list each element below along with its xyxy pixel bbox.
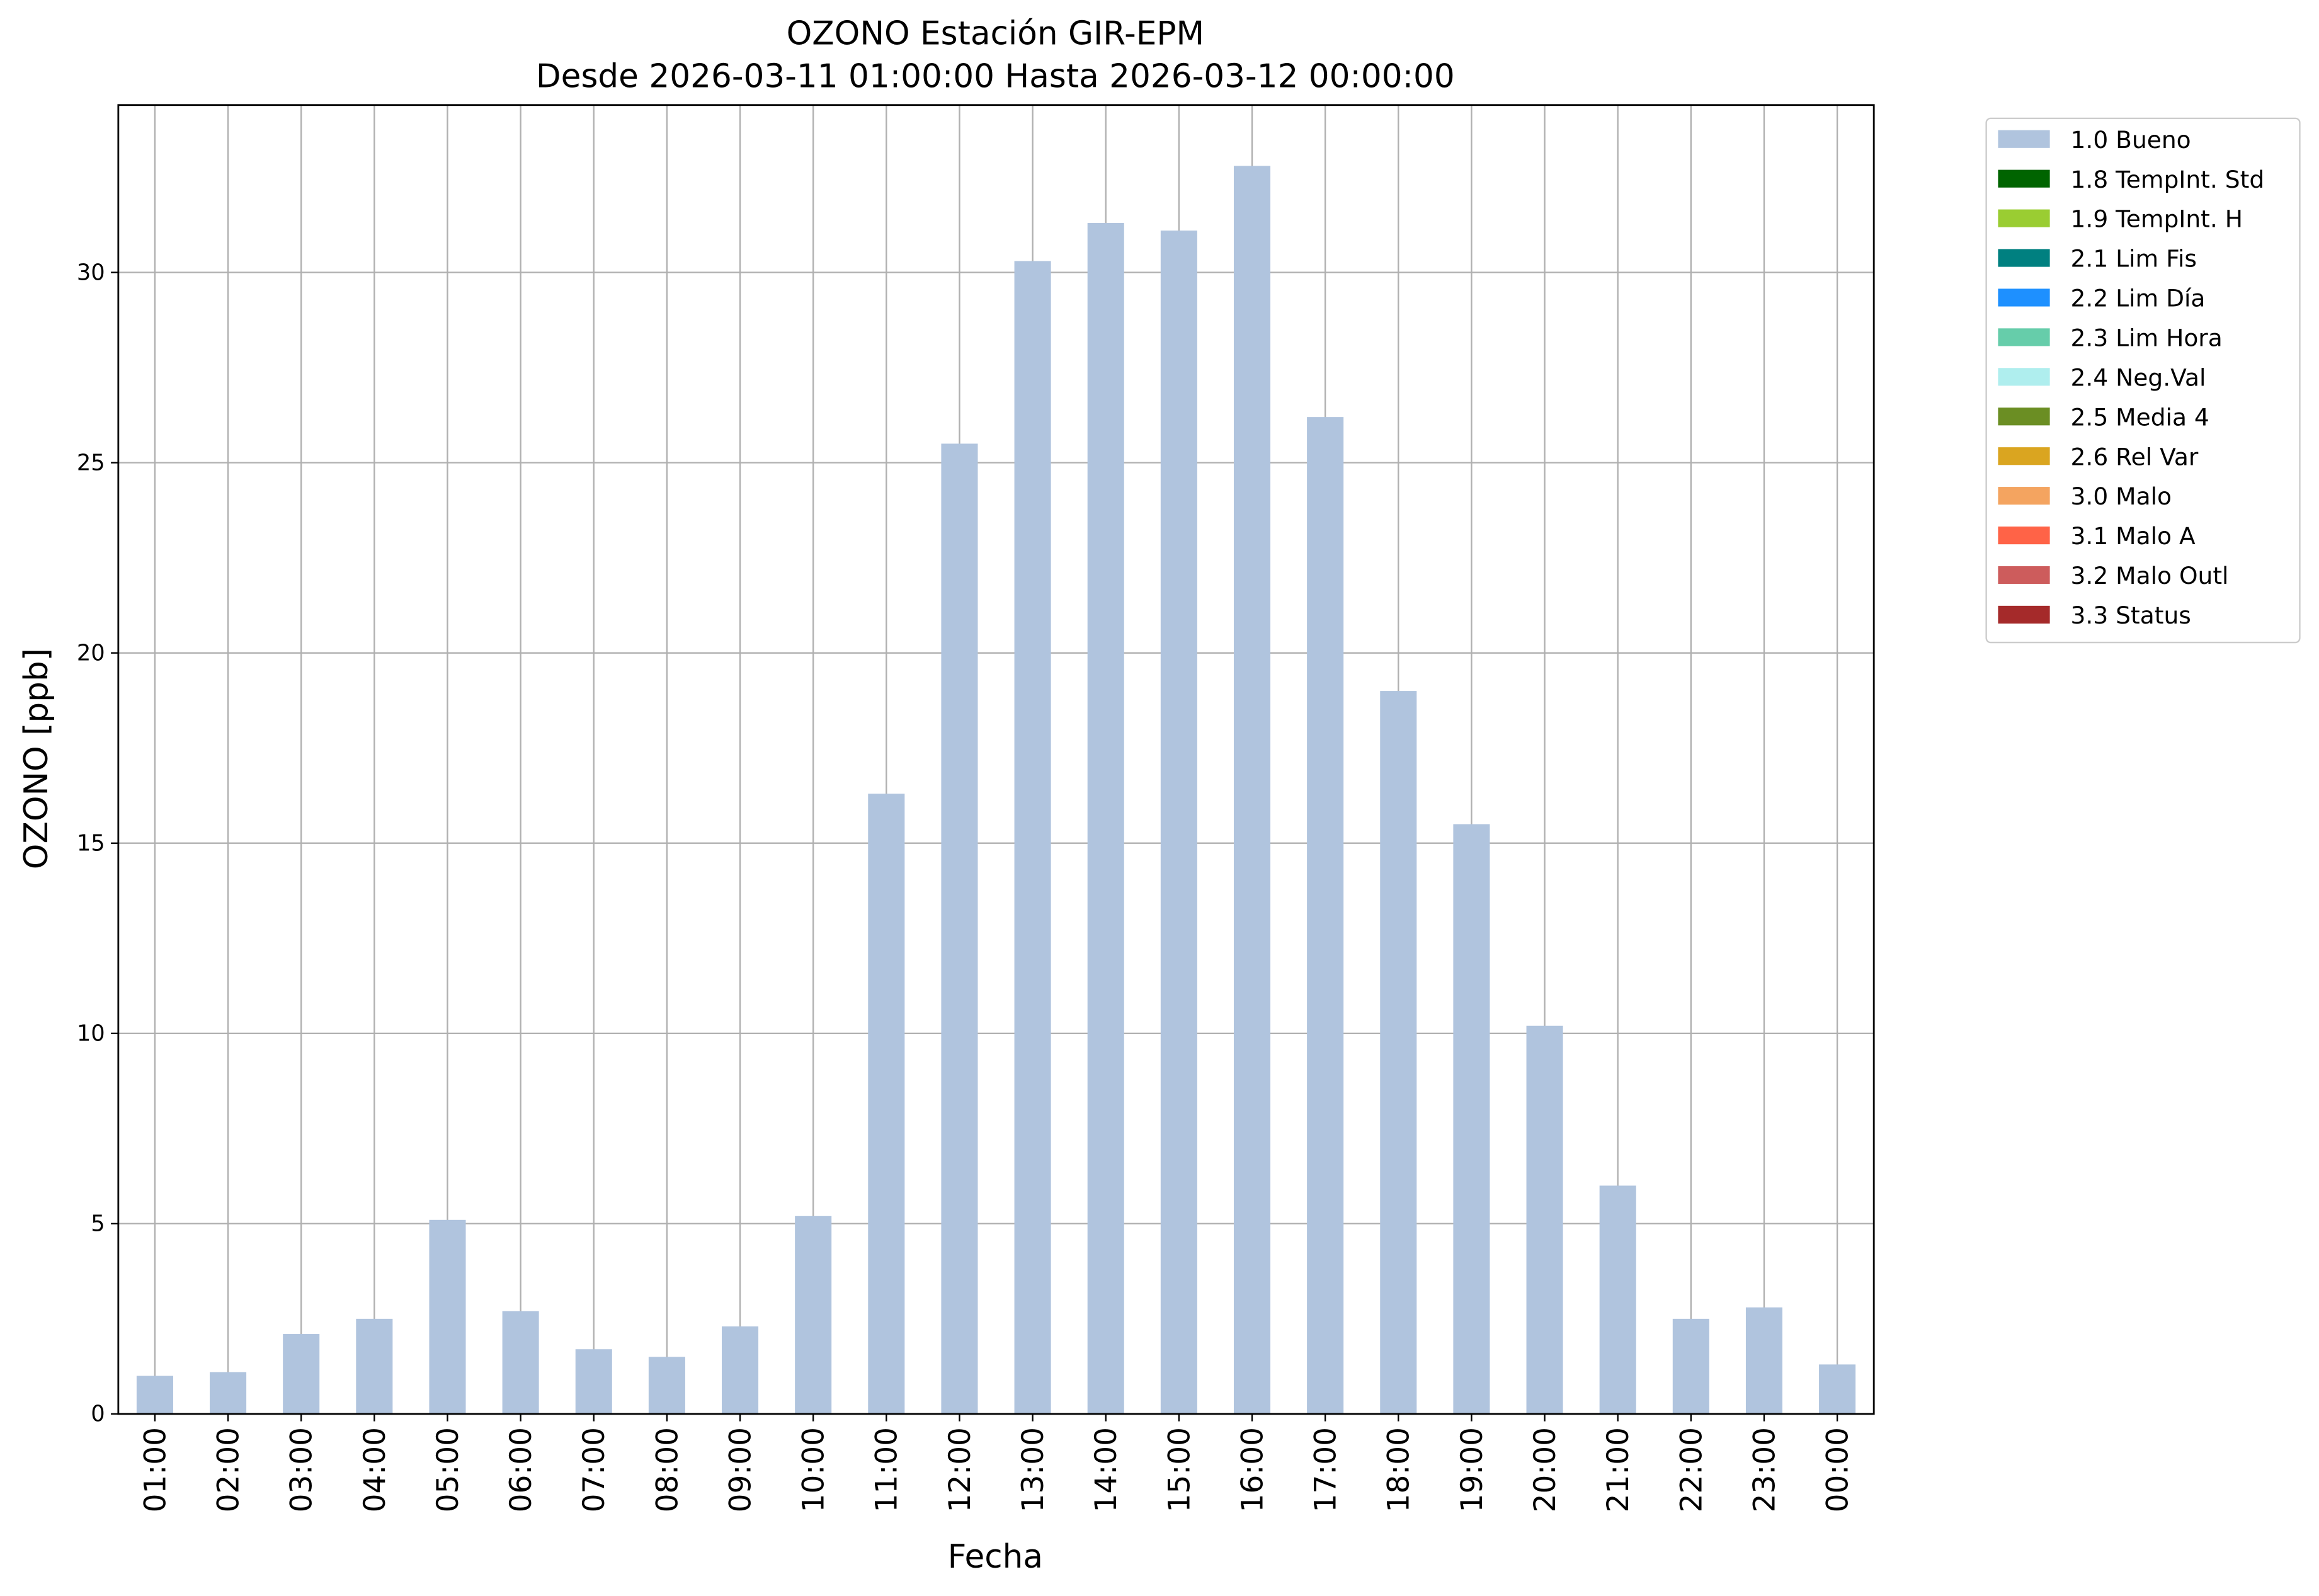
legend-label: 3.1 Malo A [2071,522,2196,550]
bar [1599,1185,1636,1414]
legend-label: 2.1 Lim Fis [2071,245,2197,273]
x-tick-label: 17:00 [1309,1427,1343,1512]
legend-label: 2.6 Rel Var [2071,443,2199,470]
chart-subtitle: Desde 2026-03-11 01:00:00 Hasta 2026-03-… [536,58,1455,96]
legend-label: 2.4 Neg.Val [2071,363,2206,391]
legend-swatch [1998,408,2050,426]
legend-swatch [1998,605,2050,624]
legend-box [1985,117,2301,644]
legend-swatch [1998,209,2050,227]
legend-label: 3.3 Status [2071,601,2191,629]
bar [941,443,978,1414]
x-tick-label: 08:00 [650,1427,685,1512]
bar [1233,166,1271,1414]
bar [356,1318,393,1414]
x-tick-label: 21:00 [1601,1427,1636,1512]
plot-frame [117,104,1875,1415]
legend-label: 2.3 Lim Hora [2071,324,2223,352]
legend-label: 1.8 TempInt. Std [2071,166,2265,193]
legend-label: 1.9 TempInt. H [2071,205,2243,233]
bar [502,1311,539,1414]
legend-swatch [1998,447,2050,465]
bar [136,1376,173,1414]
x-tick-label: 22:00 [1674,1427,1709,1512]
x-tick-label: 01:00 [138,1427,173,1512]
bar [795,1216,832,1414]
bar [283,1334,320,1414]
bar [648,1357,685,1414]
x-axis-label: Fecha [948,1538,1043,1576]
y-tick-label: 0 [91,1401,105,1427]
x-tick-label: 07:00 [577,1427,612,1512]
bar [1526,1025,1563,1414]
legend-swatch [1998,249,2050,267]
y-tick-label: 15 [77,830,105,856]
y-axis-label: OZONO [ppb] [18,648,55,869]
x-tick-label: 18:00 [1382,1427,1416,1512]
bar [868,794,905,1414]
x-tick-label: 20:00 [1528,1427,1563,1512]
y-tick-label: 25 [77,450,105,476]
y-tick-label: 20 [77,640,105,666]
legend-swatch [1998,487,2050,505]
bar [1160,231,1197,1414]
x-tick-label: 11:00 [870,1427,904,1512]
y-tick-label: 10 [77,1021,105,1047]
legend-swatch [1998,566,2050,584]
bar [1745,1307,1783,1414]
x-tick-label: 14:00 [1089,1427,1124,1512]
x-tick-label: 12:00 [943,1427,977,1512]
legend-label: 2.2 Lim Día [2071,285,2206,312]
legend-swatch [1998,368,2050,386]
chart-title: OZONO Estación GIR-EPM [787,14,1204,52]
bar [1307,417,1344,1414]
x-tick-label: 04:00 [358,1427,392,1512]
bar [575,1349,612,1414]
x-tick-label: 19:00 [1455,1427,1490,1512]
x-tick-label: 16:00 [1235,1427,1270,1512]
x-tick-label: 06:00 [504,1427,538,1512]
legend-swatch [1998,288,2050,307]
bar [429,1219,466,1414]
x-tick-label: 15:00 [1162,1427,1197,1512]
bar [1087,223,1124,1414]
legend-label: 3.0 Malo [2071,482,2172,510]
x-tick-label: 23:00 [1747,1427,1782,1512]
legend-swatch [1998,169,2050,188]
x-tick-label: 05:00 [431,1427,465,1512]
bar [1380,691,1417,1414]
bar [210,1372,247,1414]
legend-label: 3.2 Malo Outl [2071,562,2229,590]
x-tick-label: 03:00 [285,1427,319,1512]
legend-swatch [1998,130,2050,148]
legend-swatch [1998,328,2050,346]
bar [1672,1318,1709,1414]
bar [1014,261,1051,1414]
legend-swatch [1998,526,2050,545]
legend-label: 1.0 Bueno [2071,126,2191,154]
x-tick-label: 02:00 [212,1427,246,1512]
y-tick-label: 30 [77,259,105,285]
legend-label: 2.5 Media 4 [2071,403,2209,431]
x-tick-label: 09:00 [723,1427,758,1512]
x-tick-label: 10:00 [797,1427,831,1512]
bar [722,1326,759,1414]
bar [1453,824,1490,1414]
x-tick-label: 00:00 [1821,1427,1855,1512]
x-tick-label: 13:00 [1016,1427,1051,1512]
y-tick-label: 5 [91,1211,105,1237]
bar [1819,1364,1856,1414]
